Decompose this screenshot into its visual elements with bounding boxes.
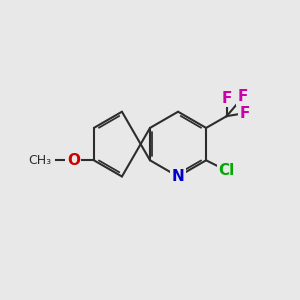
Text: CH₃: CH₃	[28, 154, 51, 167]
Text: O: O	[67, 153, 80, 168]
Text: F: F	[238, 89, 248, 104]
Text: F: F	[239, 106, 250, 121]
Text: F: F	[221, 91, 232, 106]
Text: N: N	[172, 169, 184, 184]
Text: Cl: Cl	[219, 163, 235, 178]
